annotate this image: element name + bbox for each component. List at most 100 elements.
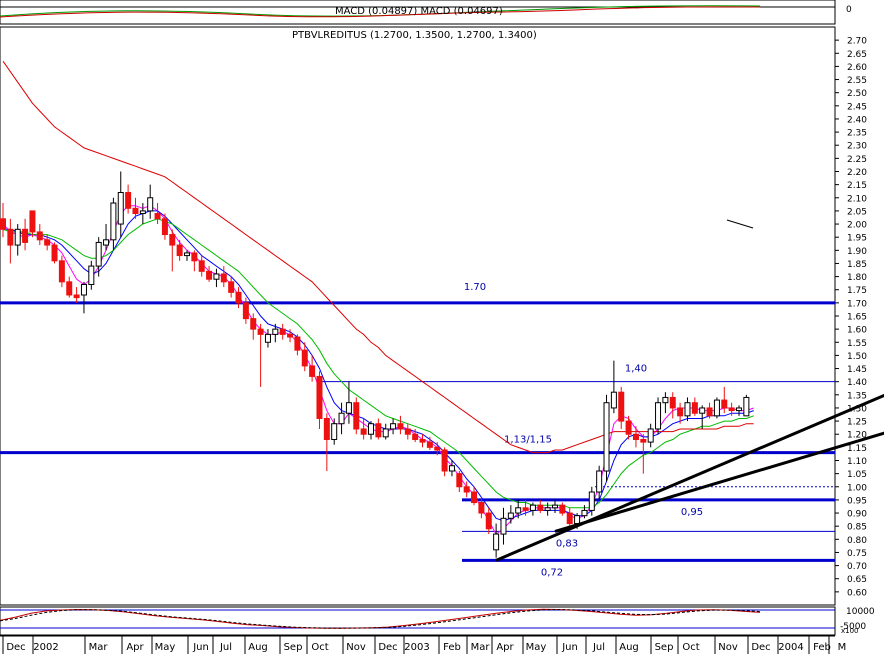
y-tick-label: 1.70 (847, 299, 867, 309)
y-tick-label: 2.35 (847, 129, 867, 139)
candle-body (0, 218, 6, 230)
y-tick-label: 1.65 (847, 313, 867, 323)
candle-body (345, 402, 352, 414)
macd-axis-tick: 0 (846, 5, 852, 15)
level-label: 0,72 (541, 567, 563, 578)
candle-body (264, 333, 271, 343)
y-tick-label: 1.35 (847, 391, 867, 401)
candle-body (66, 281, 73, 296)
candle-body (574, 515, 581, 525)
candle-body (191, 252, 198, 262)
y-tick-label: 2.30 (847, 142, 867, 152)
x-tick-label: 2003 (404, 642, 429, 653)
y-tick-label: 0.65 (847, 575, 867, 585)
candle-body (404, 428, 411, 435)
candle-body (301, 349, 308, 367)
x-tick-label: M (838, 642, 847, 653)
candle-body (691, 402, 698, 414)
y-tick-label: 1.40 (847, 378, 867, 388)
candle-body (434, 446, 441, 451)
y-tick-label: 0.80 (847, 536, 867, 546)
candle-body (485, 512, 492, 530)
candle-body (287, 333, 294, 338)
candle-body (559, 504, 566, 514)
y-tick-label: 1.90 (847, 247, 867, 257)
candle-body (500, 517, 507, 535)
oscillator-panel (0, 606, 836, 636)
candle-body (397, 423, 404, 430)
candle-body (353, 402, 360, 430)
x-tick-label: May (526, 642, 547, 653)
candle-body (228, 281, 235, 293)
candle-body (316, 375, 323, 419)
y-tick-label: 1.05 (847, 470, 867, 480)
candle-body (684, 402, 691, 417)
y-tick-label: 1.00 (847, 483, 867, 493)
candle-body (22, 228, 29, 243)
y-tick-label: 2.45 (847, 102, 867, 112)
candle-body (625, 420, 632, 435)
candle-body (220, 273, 227, 283)
y-tick-label: 1.95 (847, 234, 867, 244)
oscillator-multiplier: x100 (841, 627, 859, 635)
x-tick-label: Mar (89, 642, 109, 653)
candle-body (279, 328, 286, 335)
y-tick-label: 1.20 (847, 431, 867, 441)
candle-body (588, 491, 595, 511)
candle-body (478, 502, 485, 514)
x-tick-label: Oct (311, 642, 328, 653)
candle-body (603, 402, 610, 472)
candle-body (272, 328, 279, 335)
candle-body (610, 391, 617, 409)
y-tick-label: 2.60 (847, 63, 867, 73)
candle-body (250, 318, 257, 330)
candle-body (507, 512, 514, 519)
candle-body (456, 473, 463, 488)
y-tick-label: 0.70 (847, 562, 867, 572)
candle-body (110, 202, 117, 241)
candle-body (655, 402, 662, 430)
macd-label: MACD (0.04897) MACD (0.04697) (335, 6, 503, 17)
candle-body (80, 283, 87, 296)
candle-body (323, 417, 330, 440)
candle-body (552, 504, 558, 509)
x-tick-label: Sep (284, 642, 303, 653)
candle-body (728, 407, 735, 412)
candle-body (161, 218, 168, 236)
candle-body (338, 412, 345, 425)
x-tick-label: Oct (682, 642, 699, 653)
candle-body (647, 428, 654, 443)
candle-body (36, 231, 43, 241)
x-tick-label: Sep (655, 642, 674, 653)
y-tick-label: 1.10 (847, 457, 867, 467)
candle-body (95, 241, 102, 267)
x-tick-label: Jun (192, 642, 209, 653)
level-label: 1,13/1,15 (504, 435, 552, 446)
candle-body (640, 438, 647, 443)
y-tick-label: 0.90 (847, 510, 867, 520)
oscillator-tick-neg: -5000 (840, 622, 866, 632)
price-panel (0, 26, 836, 606)
y-tick-label: 2.15 (847, 181, 867, 191)
candle-body (390, 423, 397, 430)
candle-body (360, 428, 367, 435)
y-tick-label: 1.80 (847, 273, 867, 283)
y-tick-label: 2.65 (847, 50, 867, 60)
candle-body (213, 273, 220, 280)
candle-body (463, 486, 470, 493)
candle-body (125, 192, 132, 209)
candle-body (537, 504, 544, 511)
candle-body (529, 504, 536, 511)
trendlines (495, 393, 884, 562)
y-tick-label: 2.00 (847, 221, 867, 231)
level-label: 1.70 (464, 282, 486, 293)
y-tick-label: 2.55 (847, 76, 867, 86)
candle-body (58, 260, 65, 283)
y-tick-label: 1.85 (847, 260, 867, 270)
candle-body (699, 407, 706, 414)
chart-title: PTBVLREDITUS (1.2700, 1.3500, 1.2700, 1.… (292, 30, 537, 41)
x-tick-label: 2002 (33, 642, 58, 653)
y-tick-label: 2.05 (847, 207, 867, 217)
candle-body (368, 423, 374, 435)
